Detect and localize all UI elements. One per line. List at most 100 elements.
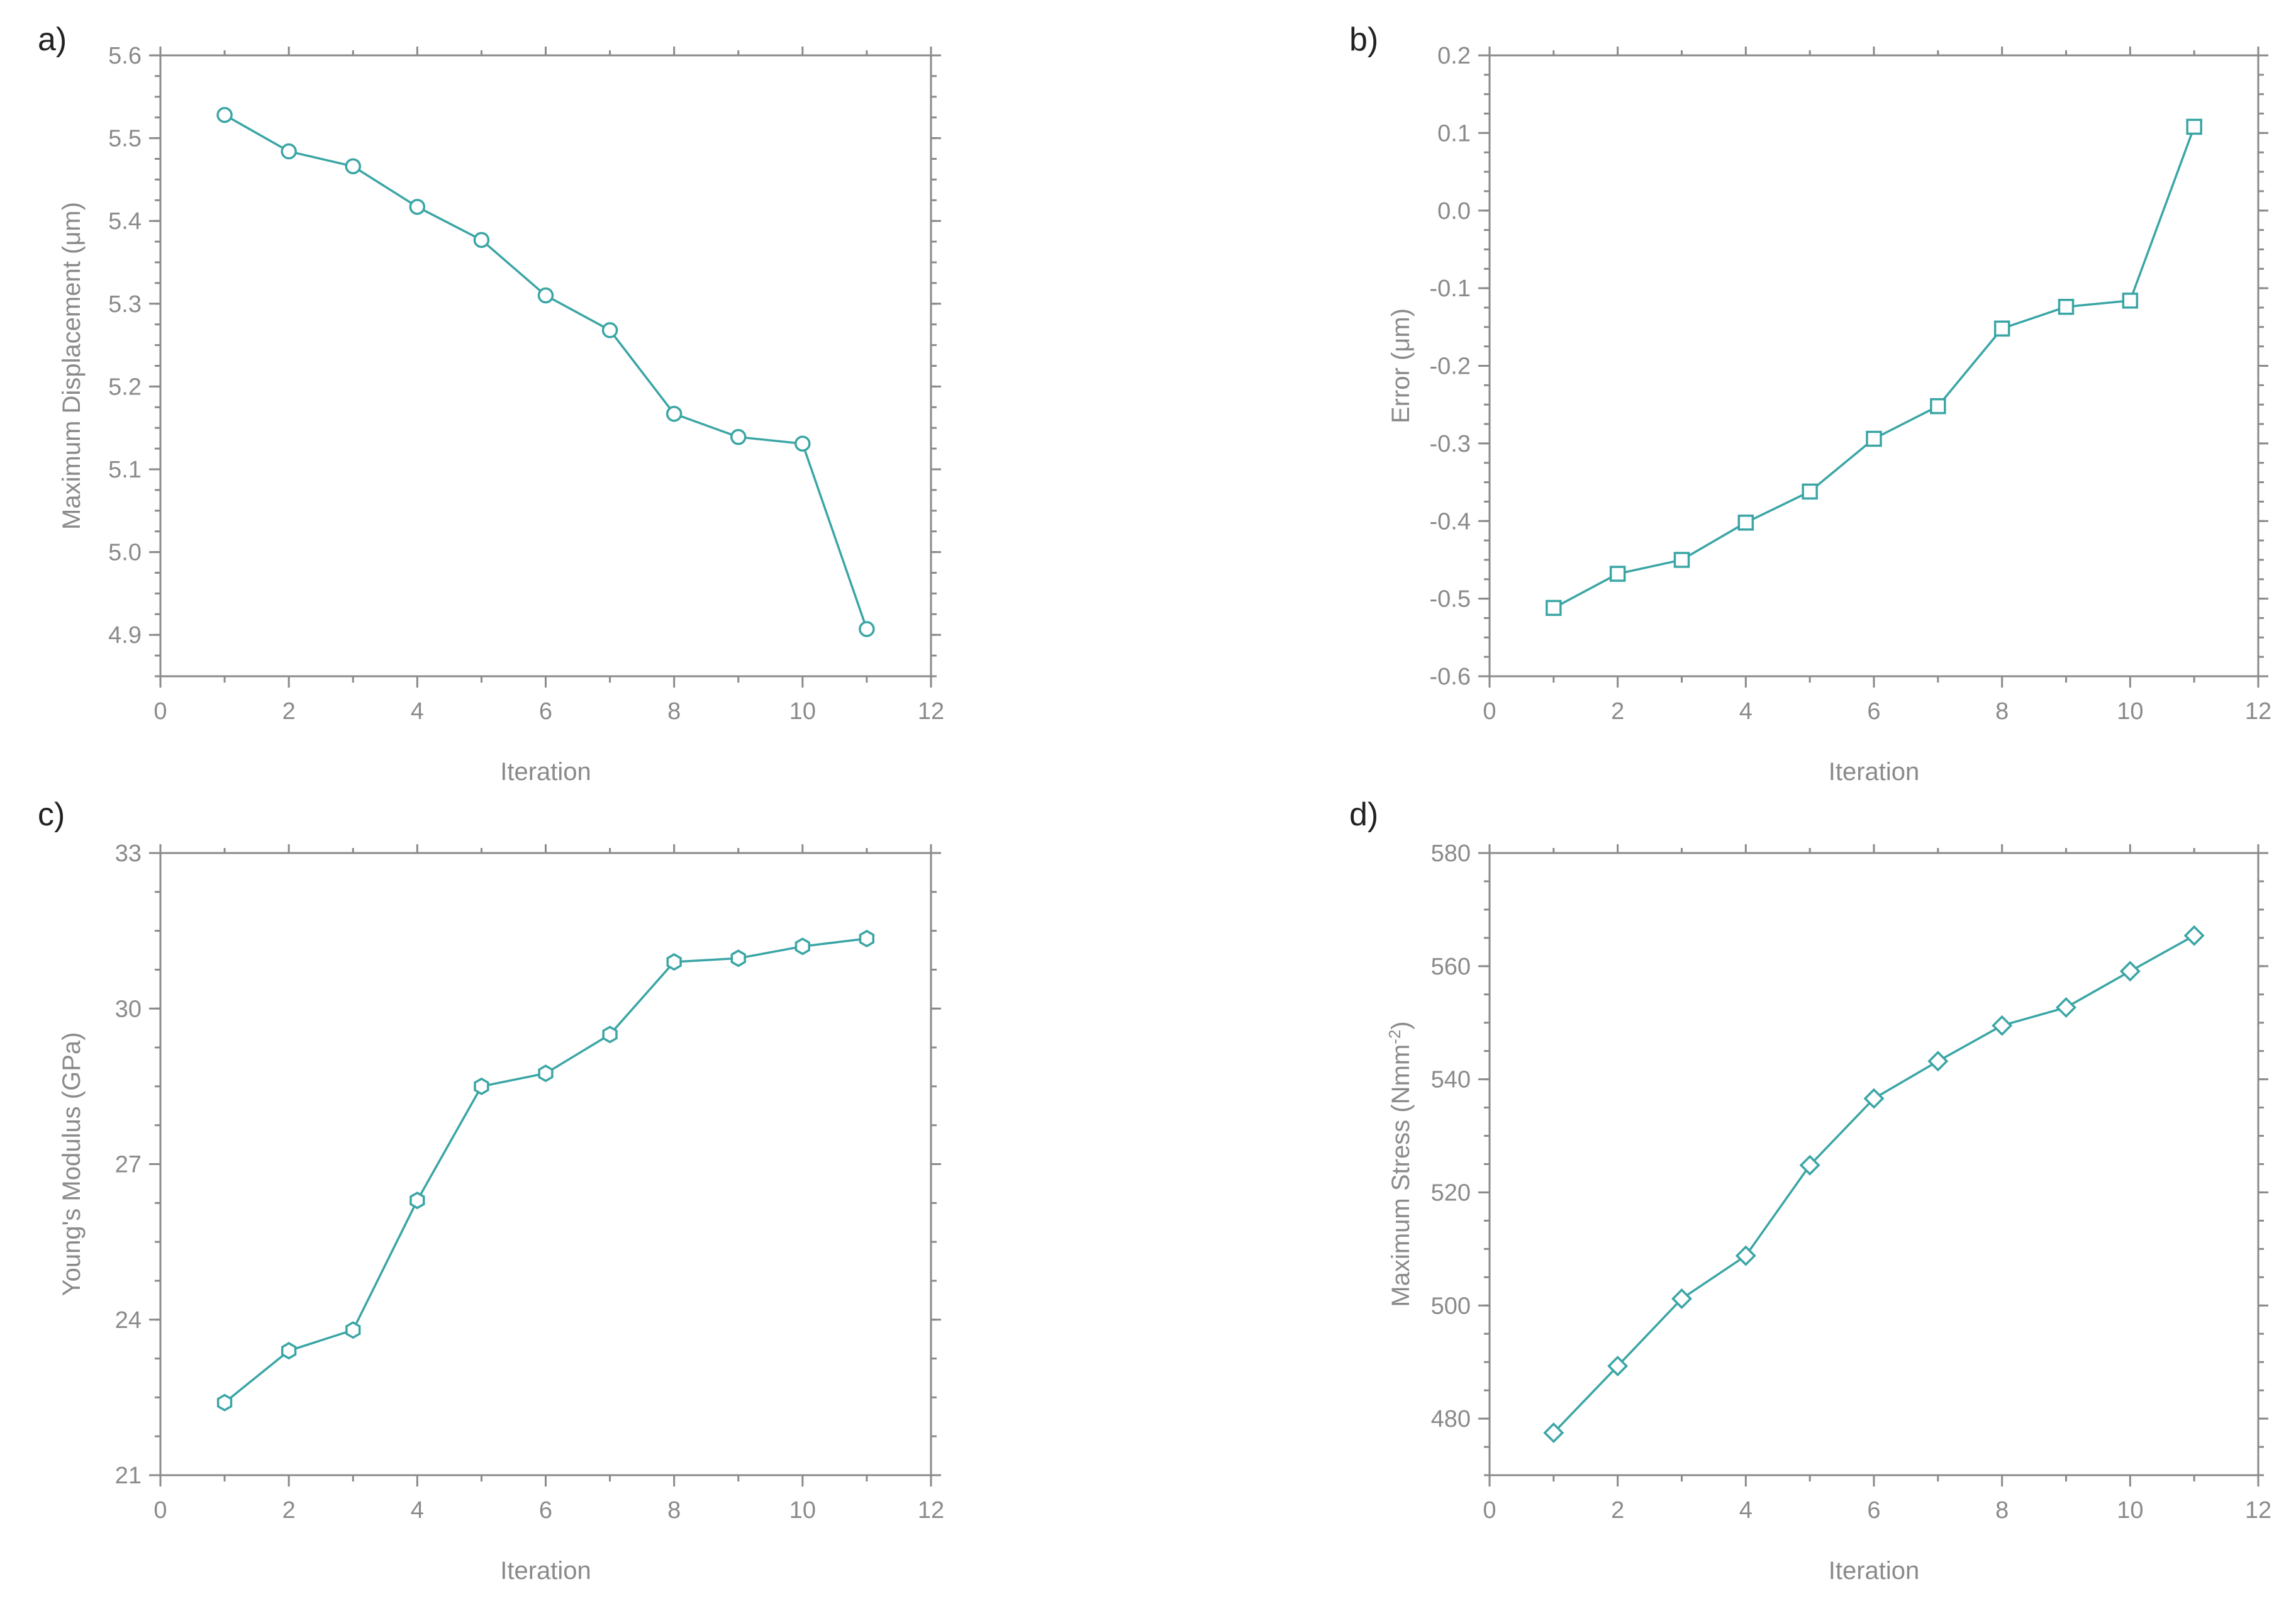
y-tick-label: 33 (115, 840, 142, 867)
x-tick-label: 6 (539, 1497, 552, 1524)
x-tick-label: 8 (667, 698, 681, 725)
plot-frame (159, 54, 932, 678)
x-axis-title: Iteration (500, 758, 591, 786)
y-tick-label: 5.2 (108, 374, 142, 400)
y-tick-label: 5.3 (108, 291, 142, 318)
x-tick-label: 10 (789, 698, 816, 725)
series-line (224, 114, 868, 630)
y-tick-label: -0.3 (1430, 431, 1471, 457)
data-point (281, 143, 297, 160)
y-tick-label: 5.5 (108, 126, 142, 152)
y-tick-label: -0.1 (1430, 276, 1471, 302)
y-tick-label: 500 (1431, 1293, 1471, 1319)
y-tick-label: 520 (1431, 1180, 1471, 1206)
panel-label: b) (1349, 21, 1378, 58)
data-point (1546, 600, 1562, 616)
data-point (2058, 298, 2075, 315)
x-axis-title: Iteration (500, 1557, 591, 1585)
chart-panel-1: a) 0 2 4 6 8 10 12 4.9 5.0 5.1 5.2 5.3 5.4 5.5 5.6 Itera… (38, 21, 944, 786)
data-point (1671, 1288, 1692, 1309)
x-tick-label: 0 (153, 698, 167, 725)
data-point (1607, 1356, 1629, 1376)
x-tick-label: 2 (282, 1497, 296, 1524)
plot-frame (1488, 54, 2260, 678)
x-tick-label: 6 (1867, 698, 1880, 725)
data-point (1927, 1051, 1949, 1072)
y-tick-label: 24 (115, 1307, 142, 1334)
x-tick-label: 2 (1611, 698, 1624, 725)
data-point (537, 287, 554, 304)
panel-label: a) (38, 21, 67, 58)
x-tick-label: 8 (667, 1497, 681, 1524)
data-point (1930, 398, 1946, 415)
y-tick-label: 0.2 (1437, 43, 1471, 69)
data-point (666, 406, 683, 422)
x-tick-label: 12 (918, 1497, 944, 1524)
y-tick-label: 5.6 (108, 43, 142, 69)
x-axis-title: Iteration (1829, 1557, 1920, 1585)
data-point (2056, 996, 2076, 1018)
x-tick-label: 6 (539, 698, 552, 725)
y-axis-title-text: Young's Modulus (GPa) (58, 1032, 86, 1297)
data-point (2122, 293, 2139, 309)
data-point (601, 322, 618, 338)
data-point (2186, 118, 2202, 135)
y-tick-label: 5.4 (108, 208, 142, 235)
x-tick-label: 0 (153, 1497, 167, 1524)
x-tick-label: 6 (1867, 1497, 1880, 1524)
data-point (474, 1077, 489, 1095)
y-tick-label: 0.0 (1437, 198, 1471, 225)
data-point (794, 435, 811, 452)
x-tick-label: 12 (918, 698, 944, 725)
y-tick-label: 480 (1431, 1406, 1471, 1432)
x-tick-label: 10 (2117, 1497, 2143, 1524)
data-point (1866, 430, 1882, 447)
x-tick-label: 0 (1483, 698, 1496, 725)
panel-label: d) (1349, 796, 1378, 833)
x-axis-title: Iteration (1829, 758, 1920, 786)
y-axis-title: Maximum Stress (Nmm-2) (1385, 1021, 1415, 1307)
data-point (2183, 925, 2205, 946)
data-point (730, 428, 747, 445)
chart-panel-4: d) 0 2 4 6 8 10 12 480 500 520 540 560 580 Iteration Ma… (1349, 796, 2271, 1585)
x-tick-label: 12 (2245, 1497, 2271, 1524)
data-point (1735, 1245, 1756, 1266)
x-tick-label: 0 (1483, 1497, 1496, 1524)
data-point (345, 158, 361, 175)
y-tick-label: -0.6 (1430, 664, 1471, 690)
data-point (859, 621, 875, 637)
x-tick-label: 8 (1995, 698, 2009, 725)
y-tick-label: 4.9 (108, 622, 142, 649)
y-tick-label: -0.5 (1430, 586, 1471, 613)
y-tick-label: 5.1 (108, 457, 142, 483)
y-tick-label: 540 (1431, 1067, 1471, 1093)
series-line (1553, 126, 2195, 609)
plot-frame (159, 852, 932, 1476)
data-point (281, 1342, 297, 1360)
y-tick-label: 5.0 (108, 540, 142, 566)
y-tick-label: 560 (1431, 954, 1471, 980)
data-point (1802, 483, 1818, 500)
y-tick-label: 21 (115, 1463, 142, 1489)
x-tick-label: 8 (1995, 1497, 2009, 1524)
data-point (730, 949, 746, 968)
data-point (1993, 320, 2010, 337)
data-point (410, 1191, 425, 1210)
y-tick-label: -0.2 (1430, 354, 1471, 380)
x-tick-label: 4 (1739, 698, 1753, 725)
data-point (345, 1321, 361, 1339)
data-point (216, 1393, 233, 1412)
data-point (1992, 1015, 2013, 1036)
y-tick-label: 580 (1431, 840, 1471, 867)
panel-label: c) (38, 796, 65, 833)
y-tick-label: 0.1 (1437, 120, 1471, 147)
y-axis-title: Maximum Displacement (μm) (58, 202, 86, 530)
y-axis-title-text: Error (μm) (1387, 308, 1415, 423)
data-point (602, 1025, 618, 1044)
series-line (1552, 934, 2195, 1434)
x-tick-label: 4 (1739, 1497, 1753, 1524)
data-point (859, 929, 875, 948)
chart-panel-2: b) 0 2 4 6 8 10 12 -0.6 -0.5 -0.4 -0.3 -0.2 -0.1 0.0 0.… (1349, 21, 2271, 786)
